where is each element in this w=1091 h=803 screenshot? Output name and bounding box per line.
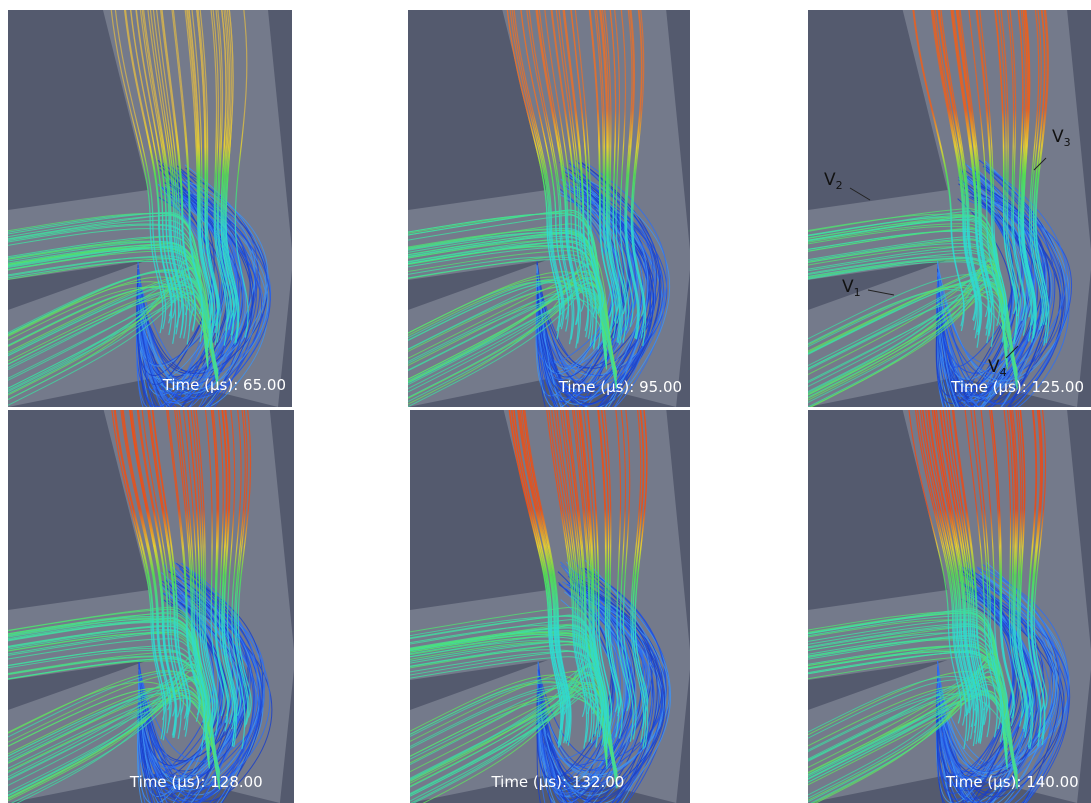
annotation-subscript: 1 (854, 286, 861, 299)
time-label: Time (µs): 125.00 (950, 378, 1084, 396)
panel: Time (µs): 132.00 (410, 410, 691, 803)
time-label: Time (µs): 140.00 (945, 773, 1079, 791)
time-label: Time (µs): 132.00 (490, 773, 624, 791)
annotation-subscript: 4 (1000, 366, 1007, 379)
annotation-subscript: 2 (836, 179, 843, 192)
panel: Time (µs): 140.00 (808, 410, 1091, 803)
panel: Time (µs): 128.00 (8, 410, 295, 803)
annotation-letter: V (1052, 127, 1064, 147)
annotation-subscript: 3 (1064, 136, 1071, 149)
time-label: Time (µs): 95.00 (558, 378, 682, 396)
panel: Time (µs): 95.00 (408, 10, 691, 434)
annotation-letter: V (842, 277, 854, 297)
annotation-letter: V (824, 170, 836, 190)
time-label: Time (µs): 65.00 (162, 376, 286, 394)
panel: Time (µs): 125.00V3V2V1V4 (808, 10, 1091, 434)
time-label: Time (µs): 128.00 (129, 773, 263, 791)
figure: Time (µs): 65.00 Time (µs): 95.00 Time (µs… (0, 0, 1091, 803)
annotation-letter: V (988, 357, 1000, 377)
panel: Time (µs): 65.00 (8, 10, 293, 433)
